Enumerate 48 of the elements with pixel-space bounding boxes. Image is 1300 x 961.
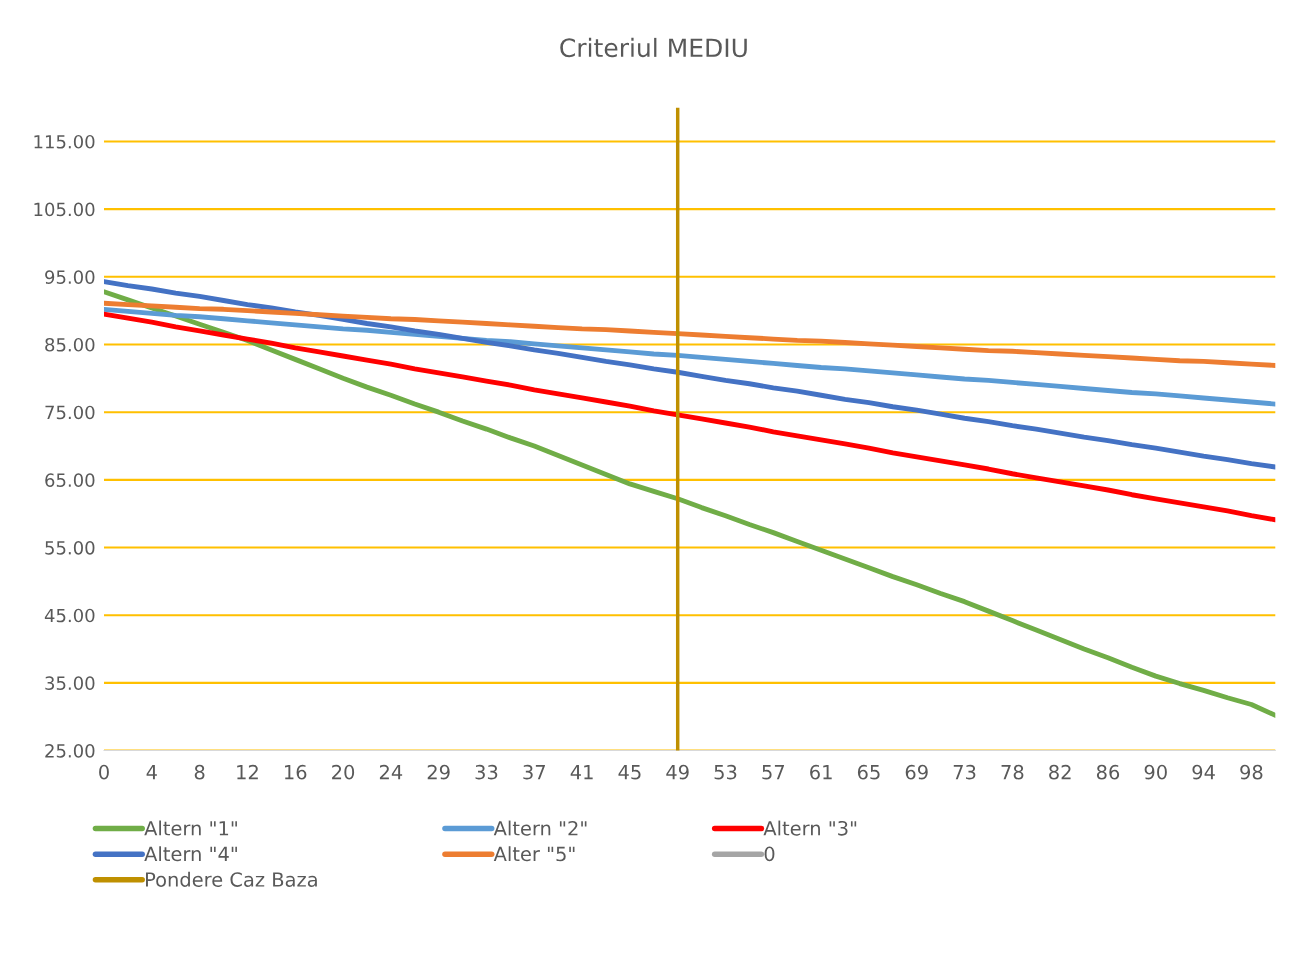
x-tick-label: 8 <box>194 764 205 780</box>
x-tick-label: 61 <box>810 764 832 780</box>
line-series <box>104 289 1276 718</box>
legend-label: Altern "4" <box>144 846 237 862</box>
x-tick-label: 98 <box>1240 764 1263 780</box>
legend-label: Pondere Caz Baza <box>146 871 317 887</box>
legend-label: Altern "2" <box>493 820 587 836</box>
x-tick-label: 41 <box>570 765 593 780</box>
x-tick-label: 49 <box>666 764 689 780</box>
x-tick-label: 69 <box>905 764 928 780</box>
y-tick-label: 55.00 <box>45 540 95 555</box>
x-tick-label: 53 <box>714 764 737 780</box>
x-tick-label: 0 <box>99 764 109 780</box>
y-tick-label: 95.00 <box>45 270 95 284</box>
y-tick-label: 35.00 <box>45 676 95 690</box>
legend-label: Alter "5" <box>493 846 575 862</box>
legend-label: 0 <box>764 846 775 862</box>
y-tick-label: 85.00 <box>45 337 95 352</box>
x-tick-label: 20 <box>332 764 355 780</box>
x-tick-label: 45 <box>618 765 641 780</box>
y-tick-label: 65.00 <box>45 473 95 487</box>
x-tick-label: 33 <box>475 764 498 780</box>
x-tick-label: 73 <box>953 764 976 780</box>
x-tick-label: 57 <box>762 765 785 780</box>
x-tick-label: 4 <box>146 765 157 780</box>
line-series <box>104 311 1276 523</box>
y-tick-label: 115.00 <box>34 134 95 149</box>
x-tick-label: 78 <box>1001 764 1024 780</box>
y-tick-label: 45.00 <box>44 608 95 623</box>
x-tick-label: 37 <box>523 764 545 780</box>
x-tick-label: 12 <box>237 764 258 780</box>
line-series <box>104 306 1276 407</box>
x-tick-label: 90 <box>1144 764 1167 780</box>
y-tick-label: 105.00 <box>34 202 95 217</box>
legend-label: Altern "3" <box>763 820 857 836</box>
x-tick-label: 82 <box>1049 764 1071 780</box>
x-tick-label: 16 <box>285 764 307 780</box>
y-tick-label: 25.00 <box>45 744 95 758</box>
y-tick-label: 75.00 <box>45 405 95 420</box>
legend-label: Altern "1" <box>144 820 237 836</box>
line-series <box>104 300 1276 368</box>
x-tick-label: 94 <box>1192 764 1215 780</box>
chart-title: Criteriul MEDIU <box>560 37 747 58</box>
line-series <box>104 279 1276 470</box>
x-tick-label: 29 <box>427 764 450 780</box>
x-tick-label: 65 <box>857 764 880 780</box>
x-tick-label: 86 <box>1096 764 1120 780</box>
x-tick-label: 24 <box>379 764 403 780</box>
